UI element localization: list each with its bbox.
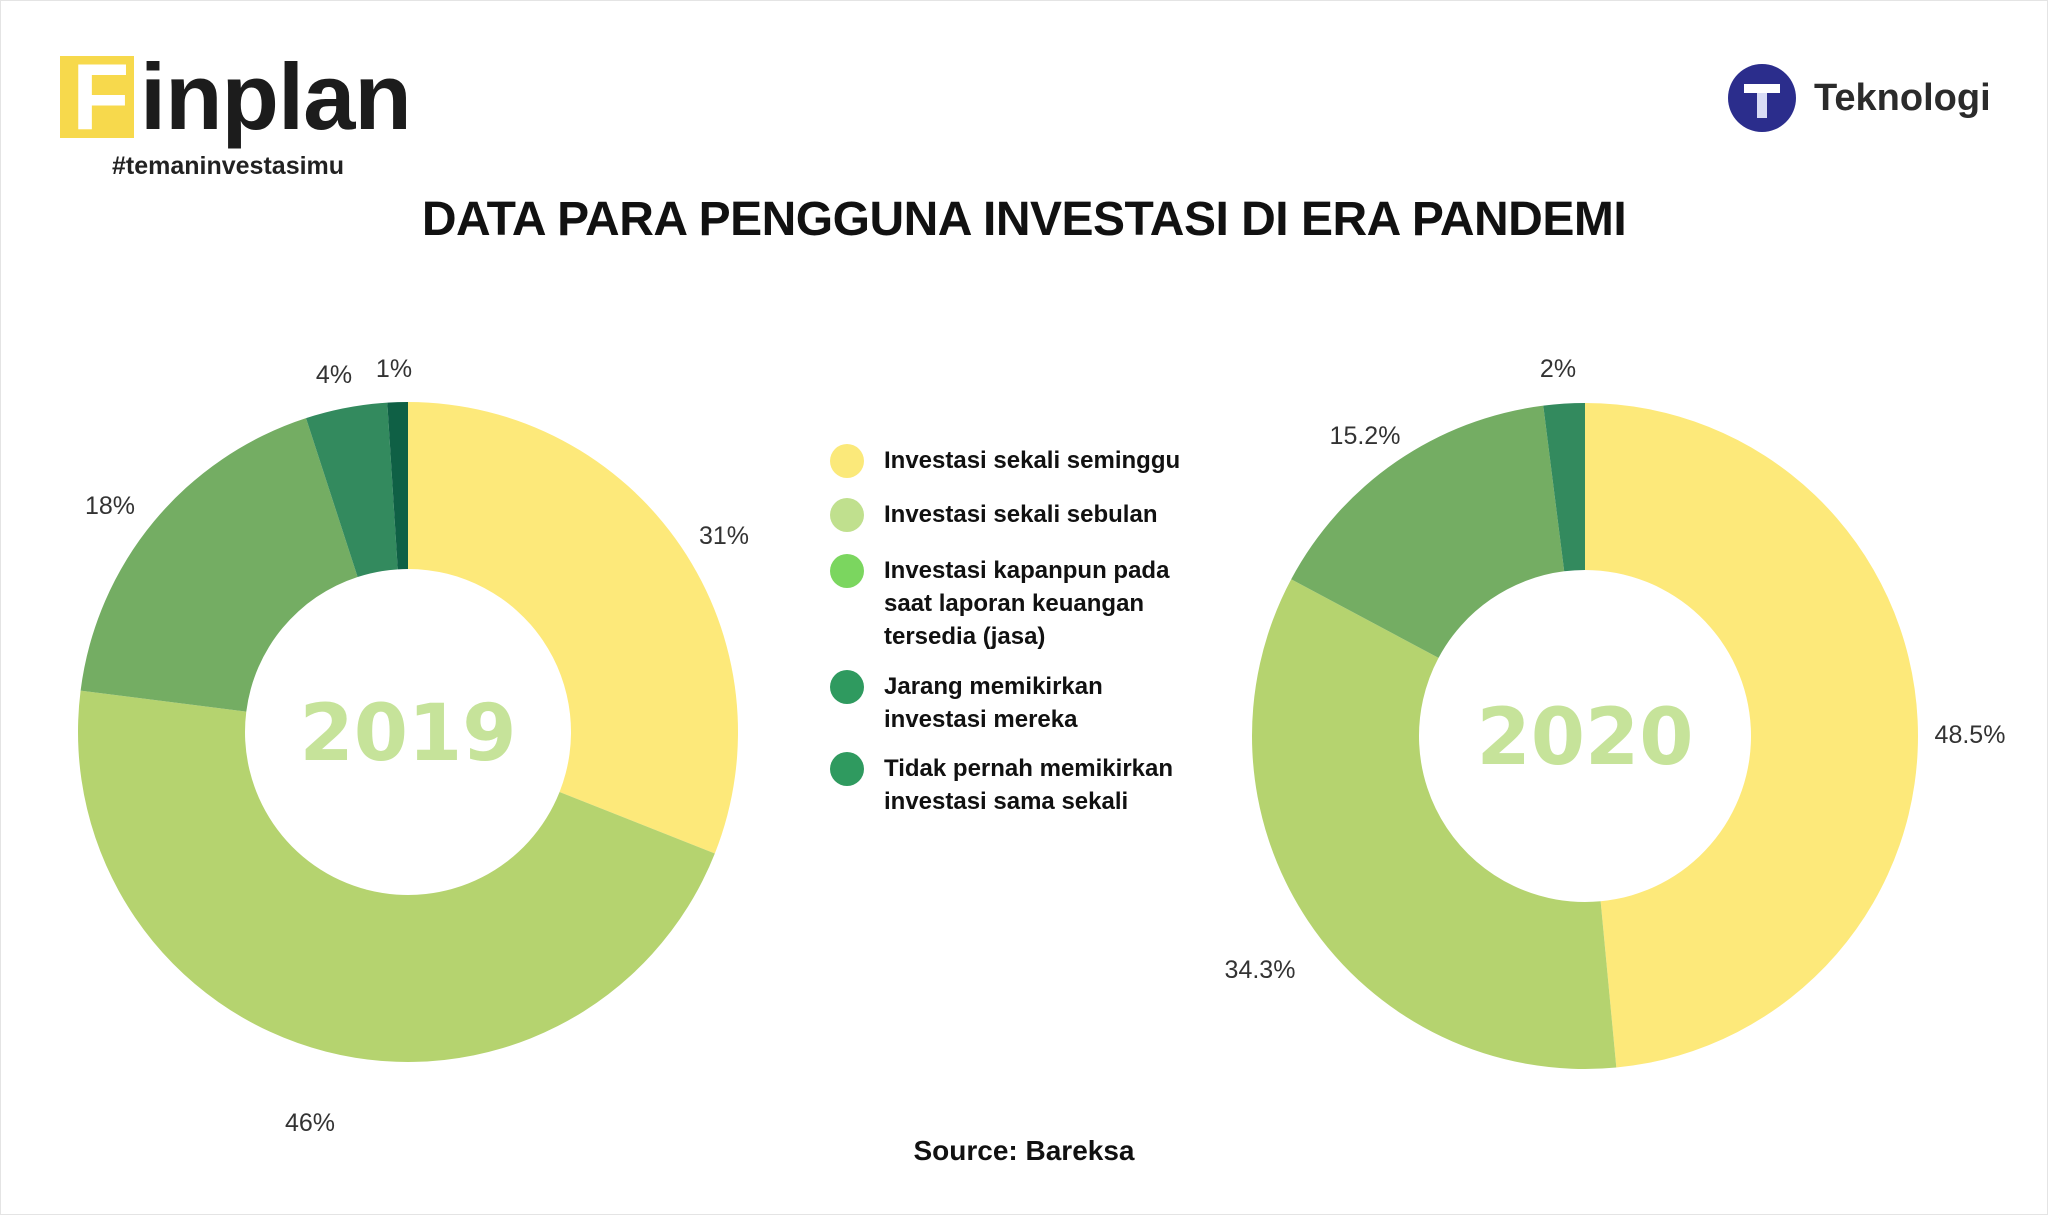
slice-percent-label: 46% xyxy=(285,1109,335,1137)
legend-label: Investasi kapanpun pada saat laporan keu… xyxy=(884,557,1170,650)
donut-chart-2020: 48.5% 34.3% 15.2% 2% 2020 xyxy=(1225,355,2006,1069)
legend-item: Investasi kapanpun pada saat laporan keu… xyxy=(830,554,1194,653)
legend-swatch xyxy=(830,444,864,478)
donut-slice xyxy=(306,402,398,577)
legend-label: Investasi sekali seminggu xyxy=(884,447,1181,474)
slice-percent-label: 34.3% xyxy=(1225,956,1296,984)
slice-percent-label: 4% xyxy=(316,361,352,389)
donut-slice xyxy=(78,690,715,1062)
slice-percent-label: 1% xyxy=(376,355,412,383)
donut-slice xyxy=(1252,579,1617,1069)
slice-percent-label: 18% xyxy=(85,492,135,520)
slice-percent-label: 48.5% xyxy=(1935,721,2006,749)
legend-swatch xyxy=(830,498,864,532)
logo-wordmark: inplan xyxy=(140,44,412,149)
teknologi-wordmark: Teknologi xyxy=(1814,76,1991,119)
teknologi-logo: T Teknologi xyxy=(1728,64,1991,132)
legend-label: Jarang memikirkan investasi mereka xyxy=(884,673,1103,733)
teknologi-badge-icon: T xyxy=(1728,64,1796,132)
legend-item: Investasi sekali sebulan xyxy=(830,498,1194,532)
donut-slice xyxy=(1585,403,1919,1068)
donut-slice xyxy=(408,402,738,854)
donut-slice xyxy=(1543,403,1585,572)
donut-slice xyxy=(80,418,358,712)
slice-percent-label: 31% xyxy=(699,522,749,550)
legend-label: Investasi sekali sebulan xyxy=(884,501,1158,528)
chart-year-label: 2019 xyxy=(299,689,516,779)
legend-item: Tidak pernah memikirkan investasi sama s… xyxy=(830,752,1194,818)
donut-slice xyxy=(1291,405,1565,658)
page-title: DATA PARA PENGGUNA INVESTASI DI ERA PAND… xyxy=(421,193,1627,246)
legend-item: Investasi sekali seminggu xyxy=(830,444,1194,478)
chart-year-label: 2020 xyxy=(1476,693,1693,783)
logo-letter-box xyxy=(60,56,134,138)
legend-swatch xyxy=(830,554,864,588)
slice-percent-label: 15.2% xyxy=(1330,422,1401,450)
logo-first-letter: F xyxy=(72,44,130,149)
donut-chart-2019: 31% 46% 18% 4% 1% 2019 xyxy=(78,355,749,1137)
source-note: Source: Bareksa xyxy=(913,1135,1135,1166)
brand-tagline: #temaninvestasimu xyxy=(112,152,345,180)
slice-percent-label: 2% xyxy=(1540,355,1576,383)
legend-swatch xyxy=(830,752,864,786)
donut-slice xyxy=(387,402,408,570)
legend-label: Tidak pernah memikirkan investasi sama s… xyxy=(884,755,1174,815)
legend-swatch xyxy=(830,670,864,704)
legend-item: Jarang memikirkan investasi mereka xyxy=(830,670,1194,736)
